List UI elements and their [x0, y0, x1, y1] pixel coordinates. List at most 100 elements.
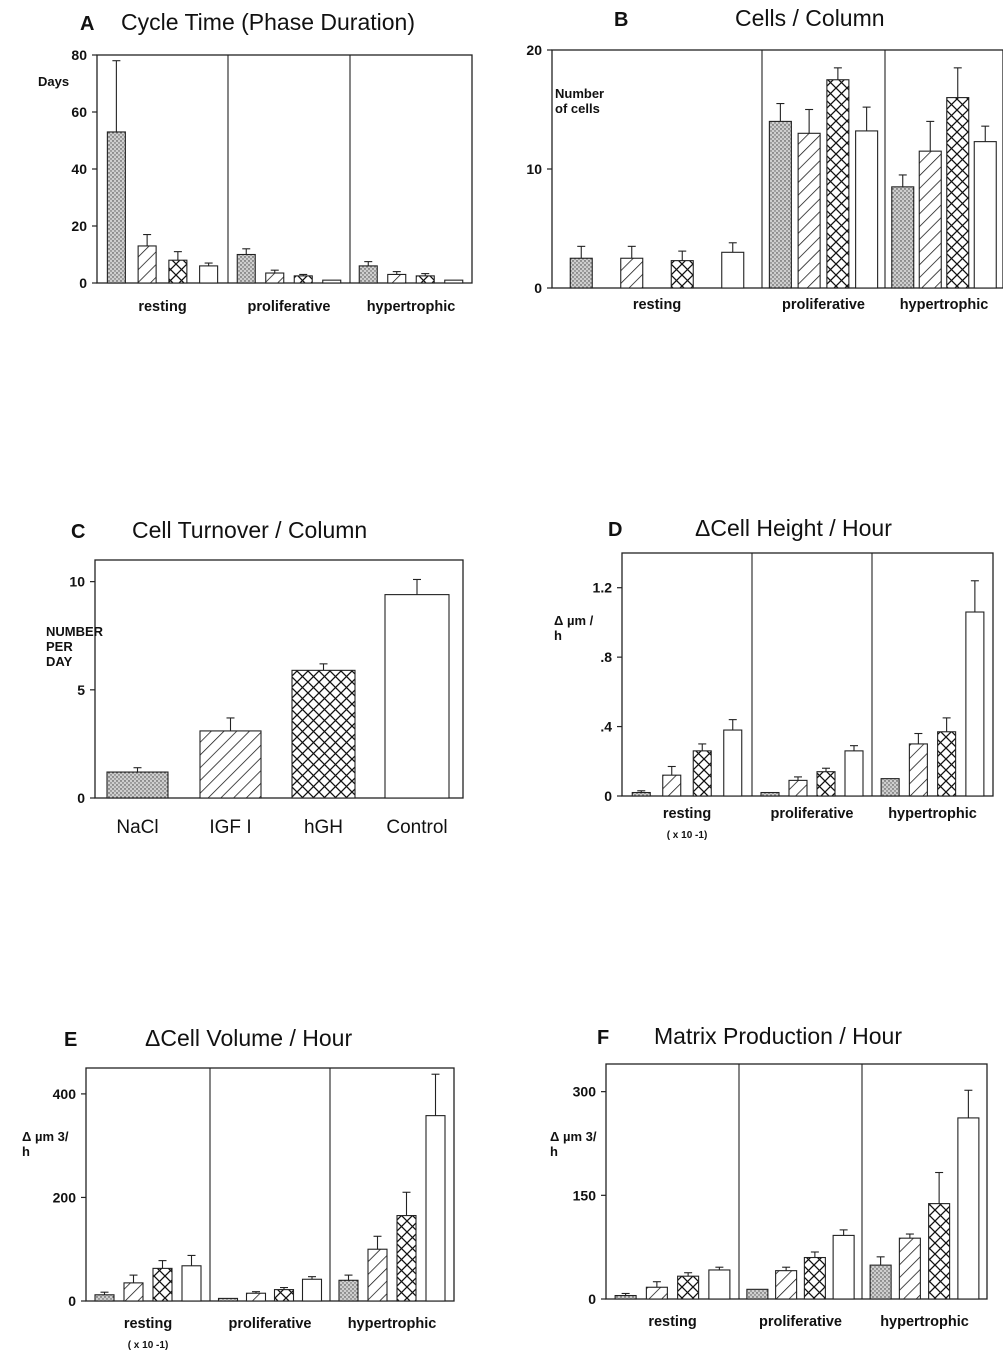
y-tick-label: 0: [79, 275, 87, 291]
bar: [826, 79, 850, 289]
category-label: resting: [138, 299, 186, 315]
panel-letter: B: [614, 9, 628, 31]
y-axis-label: h: [554, 628, 562, 643]
bar: [855, 130, 879, 289]
bar: [832, 1234, 855, 1300]
bar: [322, 279, 342, 284]
bar: [631, 791, 651, 797]
category-label: resting: [663, 806, 711, 822]
bar: [301, 1278, 323, 1302]
category-label: NaCl: [116, 817, 158, 838]
y-axis-label: Days: [38, 74, 69, 89]
category-label: resting: [648, 1314, 696, 1330]
bar: [569, 257, 593, 289]
bar: [918, 150, 942, 289]
bar: [803, 1256, 826, 1300]
bar: [721, 251, 745, 289]
y-tick-label: 20: [526, 42, 542, 58]
y-axis-label: h: [22, 1144, 30, 1159]
category-label: hypertrophic: [888, 806, 977, 822]
bar: [746, 1288, 769, 1300]
bar: [181, 1265, 202, 1302]
y-tick-label: 1.2: [593, 580, 613, 596]
bar: [797, 132, 821, 289]
category-label: proliferative: [759, 1314, 842, 1330]
y-tick-label: 0: [604, 788, 612, 804]
y-tick-label: 200: [53, 1189, 77, 1205]
bar: [869, 1264, 892, 1300]
bar: [880, 778, 900, 797]
panels: A Cycle Time (Phase Duration) Days 0 20 40 60 8…: [22, 5, 1003, 1351]
y-axis-label: NUMBER: [46, 624, 104, 639]
plot-frame: [94, 559, 464, 799]
y-tick-label: 300: [573, 1084, 597, 1100]
y-axis-label: PER: [46, 639, 73, 654]
panel-title: ΔCell Volume / Hour: [145, 1025, 352, 1051]
panel-title: Matrix Production / Hour: [654, 1023, 902, 1049]
category-label: IGF I: [209, 817, 251, 838]
y-tick-label: .8: [600, 649, 612, 665]
category-label: hypertrophic: [348, 1316, 437, 1332]
bar: [788, 779, 808, 797]
bar: [367, 1248, 388, 1302]
bar: [384, 594, 450, 799]
bar: [265, 272, 285, 284]
bar: [293, 275, 313, 284]
y-tick-label: 20: [71, 218, 87, 234]
scale-note: ( x 10 -1): [128, 1340, 169, 1351]
y-axis-label: Δ µm 3/: [22, 1129, 69, 1144]
bar: [670, 260, 694, 289]
category-label: proliferative: [229, 1316, 312, 1332]
bar: [965, 611, 985, 797]
y-tick-label: .4: [600, 719, 612, 735]
y-tick-label: 0: [534, 280, 542, 296]
bar: [106, 771, 169, 799]
y-tick-label: 150: [573, 1187, 597, 1203]
panel-title: Cycle Time (Phase Duration): [121, 9, 415, 35]
bar: [217, 1297, 239, 1302]
category-label: hypertrophic: [367, 299, 456, 315]
y-axis-label: h: [550, 1144, 558, 1159]
bar: [236, 253, 256, 284]
bar: [891, 186, 915, 289]
panel-D: D ΔCell Height / Hour Δ µm /h 0 .4 .8 1.2 resti…: [554, 515, 994, 841]
y-tick-label: 400: [53, 1086, 77, 1102]
y-tick-label: 0: [68, 1293, 76, 1309]
bar: [199, 265, 219, 284]
panel-letter: D: [608, 519, 622, 541]
y-tick-label: 0: [588, 1291, 596, 1307]
category-label: proliferative: [771, 806, 854, 822]
category-label: hGH: [304, 817, 343, 838]
bar: [768, 120, 792, 289]
bar: [168, 259, 188, 284]
scale-note: ( x 10 -1): [667, 830, 708, 841]
panel-E: E ΔCell Volume / Hour Δ µm 3/h 0 200 400 resti…: [22, 1025, 455, 1351]
bar: [152, 1267, 173, 1302]
y-tick-label: 40: [71, 161, 87, 177]
bar: [760, 791, 780, 797]
bar: [662, 774, 682, 797]
category-label: resting: [124, 1316, 172, 1332]
panel-letter: C: [71, 521, 85, 543]
bar: [620, 257, 644, 289]
y-tick-label: 5: [77, 682, 85, 698]
bar: [444, 279, 464, 284]
bar: [937, 731, 957, 797]
bar: [723, 729, 743, 797]
plot-frame: [85, 1067, 455, 1302]
y-tick-label: 0: [77, 790, 85, 806]
panel-A: A Cycle Time (Phase Duration) Days 0 20 40 60 8…: [38, 9, 473, 315]
panel-letter: A: [80, 13, 94, 35]
category-label: hypertrophic: [880, 1314, 969, 1330]
y-axis-label: DAY: [46, 654, 73, 669]
bar: [291, 669, 356, 799]
panel-title: Cells / Column: [735, 5, 885, 31]
bar: [94, 1294, 115, 1302]
panel-F: F Matrix Production / Hour Δ µm 3/h 0 150 300…: [550, 1023, 988, 1330]
category-label: proliferative: [248, 299, 331, 315]
bar: [708, 1269, 731, 1300]
bar: [898, 1237, 921, 1300]
